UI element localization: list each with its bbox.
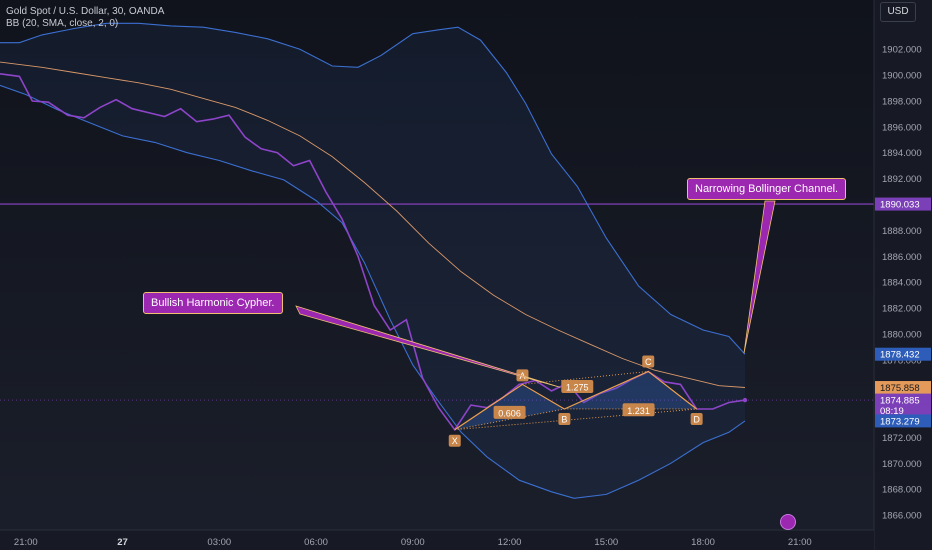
y-tick-label: 1878.000 [882,355,922,366]
upper-band-line [0,22,746,355]
price-label: 1873.279 [880,416,920,427]
channel-callout-pointer [743,200,776,354]
y-tick-label: 1872.000 [882,433,922,444]
ratio-label-box [622,403,655,417]
price-axis [874,0,932,550]
time-axis [0,530,874,550]
x-tick-label: 18:00 [691,537,715,548]
ratio-label-box [561,379,594,393]
x-tick-label: 15:00 [594,537,618,548]
bollinger-band-fill [0,23,745,499]
ratio-label: 0.606 [498,408,521,418]
y-tick-label: 1868.000 [882,485,922,496]
y-tick-label: 1898.000 [882,96,922,107]
price-label-box [875,197,931,211]
x-tick-label: 06:00 [304,537,328,548]
y-tick-label: 1896.000 [882,122,922,133]
y-tick-label: 1902.000 [882,45,922,56]
price-line [0,73,746,432]
x-tick-label: 21:00 [14,537,38,548]
pattern-point-box [448,434,461,447]
currency-button[interactable]: USD [880,2,916,22]
pattern-point-box [558,412,571,425]
y-tick-label: 1882.000 [882,304,922,315]
price-label: 1875.858 [880,383,920,394]
pattern-point-label: X [452,436,458,446]
y-tick-label: 1880.000 [882,329,922,340]
last-price-dot [742,397,748,403]
price-label-box [875,393,931,407]
y-tick-label: 1892.000 [882,174,922,185]
y-tick-label: 1870.000 [882,459,922,470]
x-tick-label: 03:00 [207,537,231,548]
ratio-label: 1.275 [566,382,589,392]
pattern-point-box [690,412,703,425]
y-tick-label: 1894.000 [882,148,922,159]
price-label-box [875,414,931,428]
x-tick-label: 09:00 [401,537,425,548]
indicator-legend[interactable]: BB (20, SMA, close, 2, 0) [6,18,119,29]
pattern-point-label: B [561,414,567,424]
logo-icon[interactable] [780,514,796,530]
y-tick-label: 1886.000 [882,252,922,263]
y-tick-label: 1888.000 [882,226,922,237]
pattern-point-box [642,355,655,368]
x-tick-label: 21:00 [788,537,812,548]
price-label-box [875,381,931,395]
price-label: 1890.033 [880,200,920,211]
pattern-bcd-fill [564,371,697,409]
price-label: 1874.885 [880,396,920,407]
pattern-point-label: D [693,414,700,424]
pattern-ratio-line-0 [454,408,565,431]
chart-title: Gold Spot / U.S. Dollar, 30, OANDA [6,6,165,17]
channel-callout[interactable]: Narrowing Bollinger Channel. [687,178,847,200]
cypher-callout-pointer [295,305,561,388]
pattern-point-label: C [645,357,652,367]
basis-line [0,61,746,388]
x-tick-label: 27 [117,537,128,548]
y-tick-label: 1900.000 [882,71,922,82]
price-label: 1878.432 [880,350,920,361]
price-label-box [875,347,931,361]
x-tick-label: 12:00 [498,537,522,548]
ratio-label: 1.231 [627,406,650,416]
y-tick-label: 1866.000 [882,511,922,522]
cypher-callout[interactable]: Bullish Harmonic Cypher. [143,292,283,314]
ratio-label-box [493,405,526,419]
lower-band-line [0,84,746,499]
y-tick-label: 1884.000 [882,278,922,289]
price-label-box [875,403,931,417]
price-label: 08:19 [880,406,904,417]
